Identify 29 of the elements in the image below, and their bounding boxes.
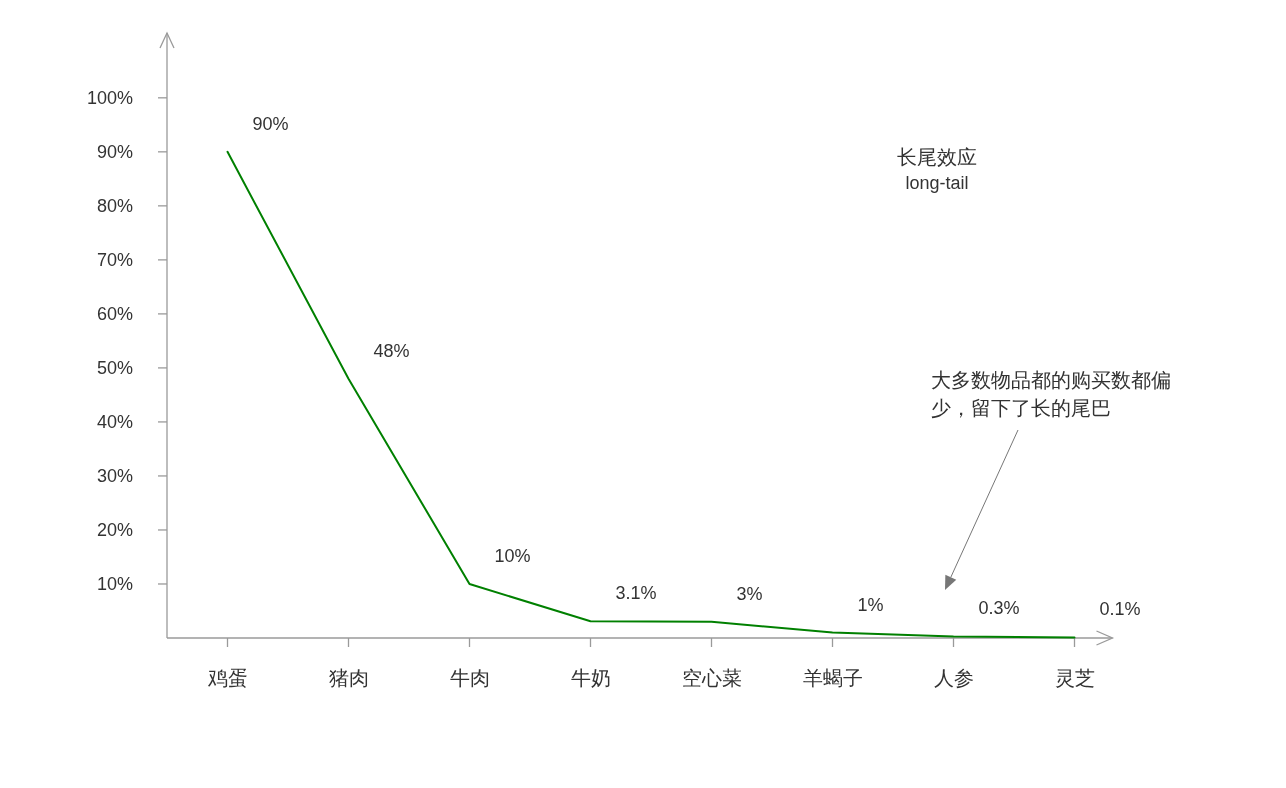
data-label: 0.3% bbox=[978, 598, 1020, 619]
y-tick-label: 30% bbox=[96, 465, 133, 486]
y-tick-label: 100% bbox=[86, 87, 133, 108]
y-tick-label: 10% bbox=[96, 573, 133, 594]
data-label: 3% bbox=[736, 583, 763, 604]
x-tick-label: 牛奶 bbox=[570, 667, 611, 689]
y-tick-label: 70% bbox=[96, 249, 133, 270]
text: 长尾效应 bbox=[897, 146, 977, 168]
x-tick-label: 猪肉 bbox=[328, 667, 369, 689]
y-tick-label: 20% bbox=[96, 519, 133, 540]
x-tick-label: 人参 bbox=[933, 667, 974, 689]
y-tick-label: 90% bbox=[96, 141, 133, 162]
text: long-tail bbox=[905, 173, 969, 193]
data-label: 3.1% bbox=[615, 583, 657, 604]
x-tick-label: 空心菜 bbox=[681, 667, 742, 689]
y-tick-label: 60% bbox=[96, 303, 133, 324]
y-tick-label: 80% bbox=[96, 195, 133, 216]
x-tick-label: 牛肉 bbox=[449, 667, 490, 689]
data-label: 0.1% bbox=[1099, 599, 1141, 620]
annotation: 大多数物品都的购买数都偏少，留下了长的尾巴 bbox=[931, 369, 1171, 419]
x-tick-label: 鸡蛋 bbox=[206, 667, 248, 689]
x-tick-label: 灵芝 bbox=[1054, 667, 1095, 689]
data-label: 90% bbox=[252, 113, 289, 134]
data-label: 10% bbox=[494, 545, 531, 566]
data-label: 48% bbox=[373, 340, 410, 361]
y-tick-label: 50% bbox=[96, 357, 133, 378]
data-label: 1% bbox=[857, 594, 884, 615]
y-tick-label: 40% bbox=[96, 411, 133, 432]
x-tick-label: 羊蝎子 bbox=[802, 667, 863, 689]
